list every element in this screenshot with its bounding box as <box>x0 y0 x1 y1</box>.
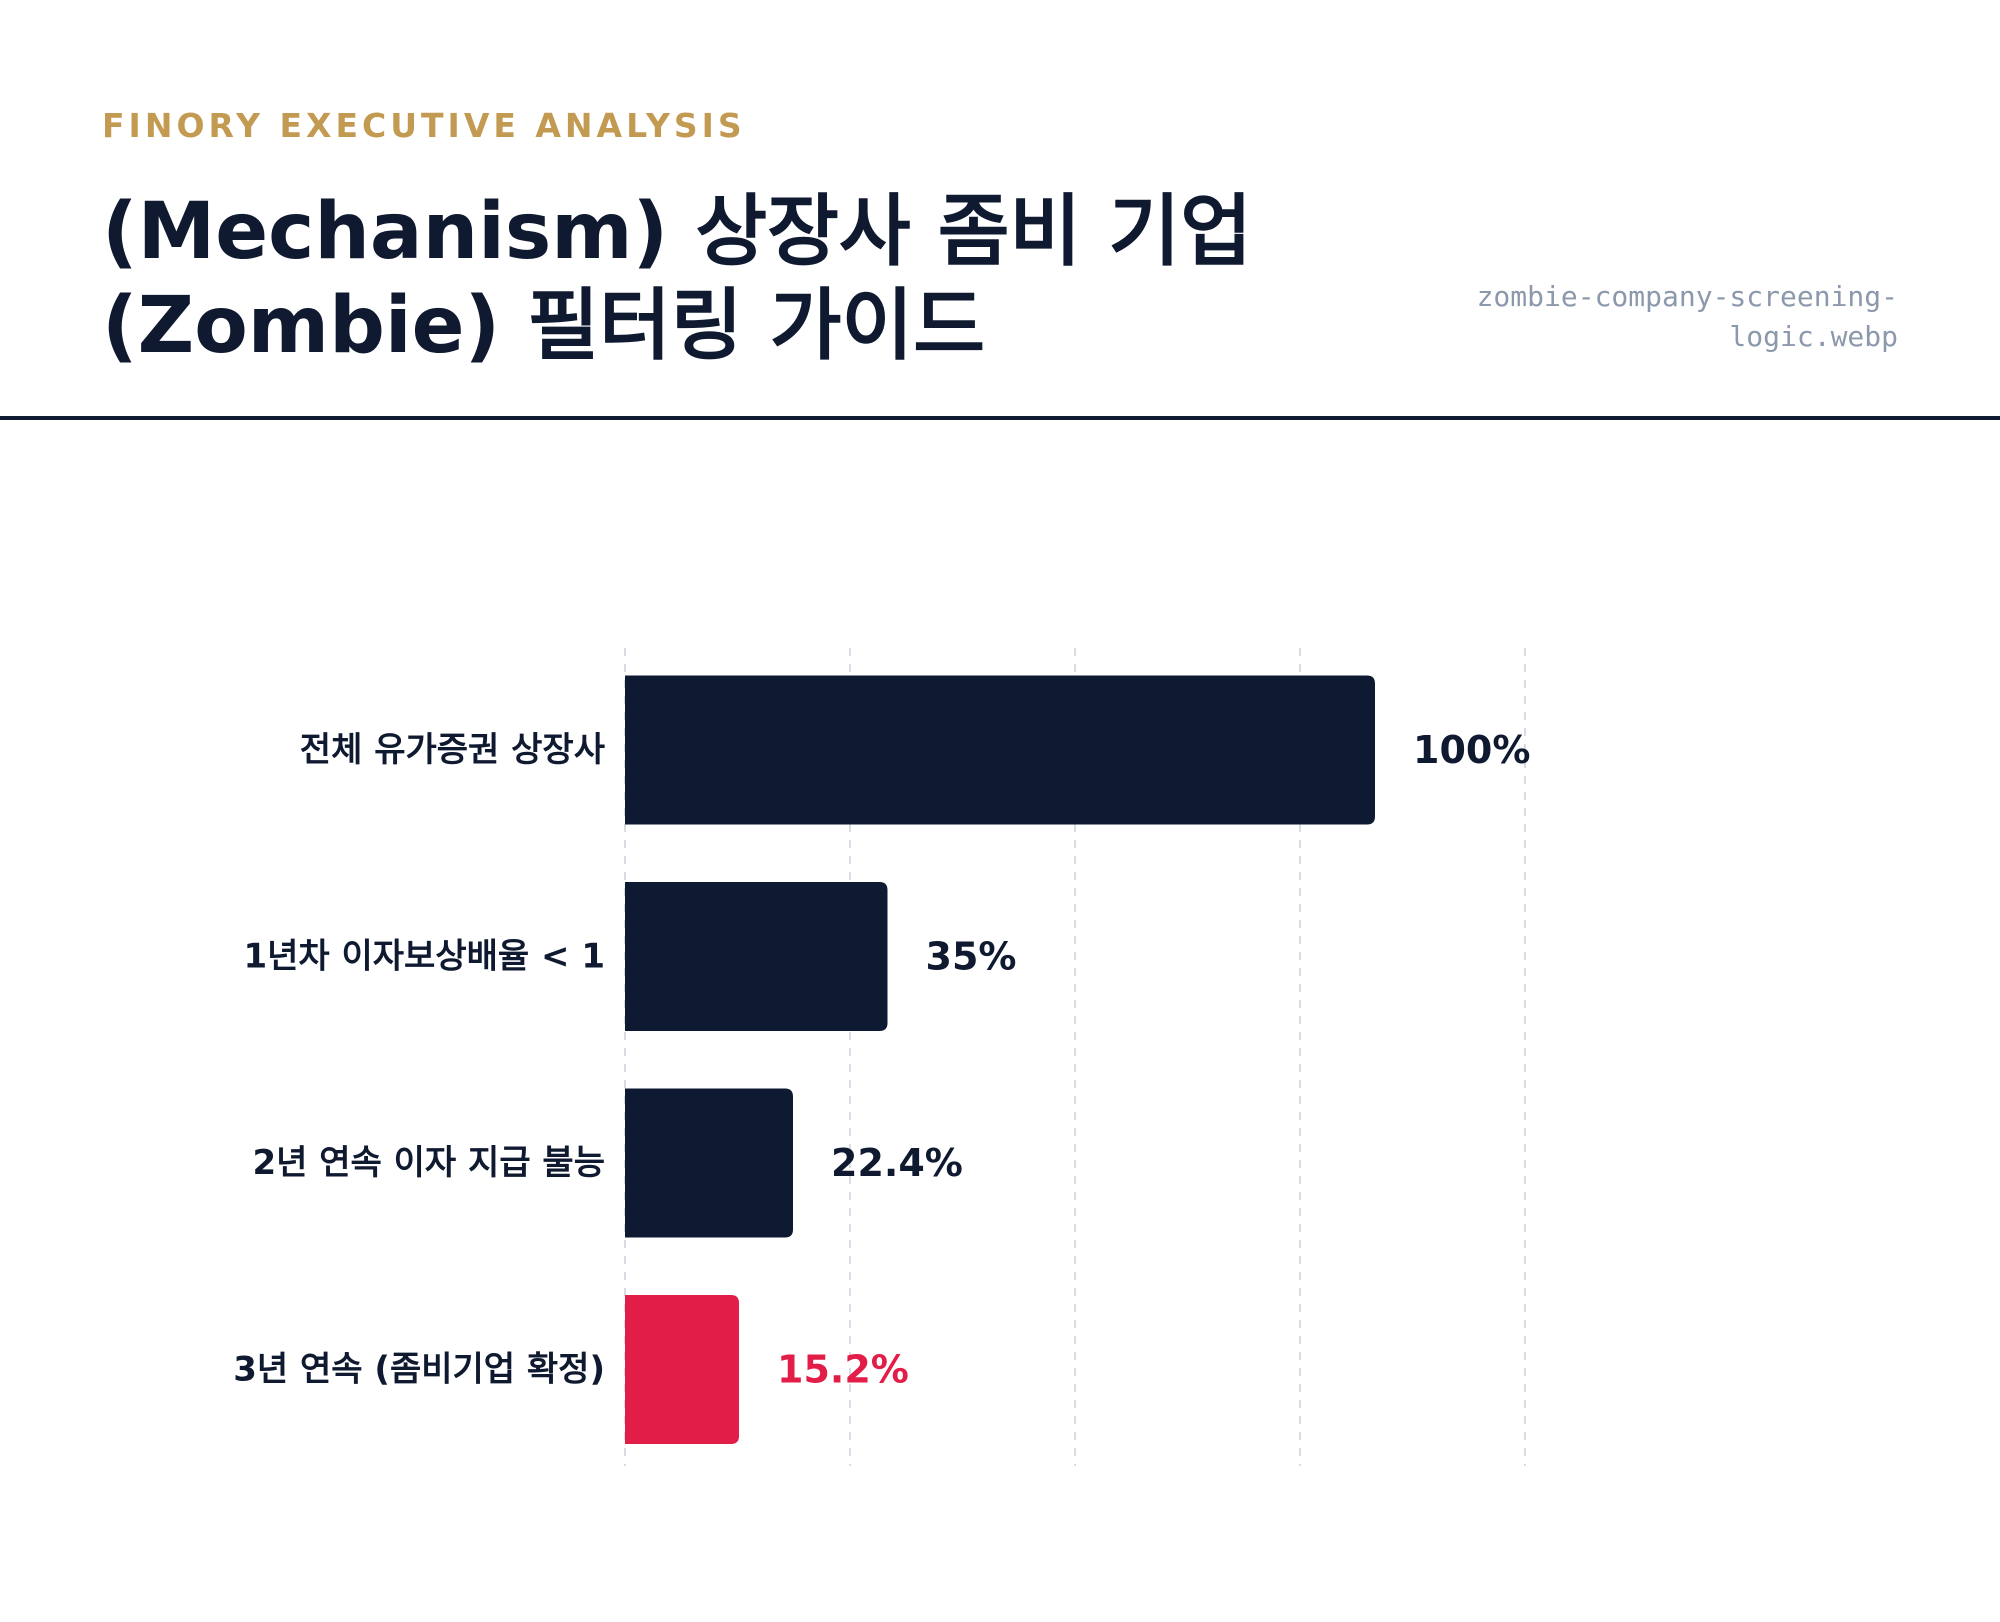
label-layer: 전체 유가증권 상장사 100% 1년차 이자보상배율 < 1 35% 2년 연속 이자… <box>233 728 1530 1392</box>
value-label-3: 15.2% <box>777 1348 909 1392</box>
value-label-2: 22.4% <box>831 1141 963 1185</box>
category-label-3: 3년 연속 (좀비기업 확정) <box>233 1350 605 1390</box>
category-label-2: 2년 연속 이자 지급 불능 <box>252 1143 605 1183</box>
bar-layer <box>625 675 1375 1444</box>
filename-caption: zombie-company-screening- logic.webp <box>1477 277 1898 357</box>
filename-line-1: zombie-company-screening- <box>1476 280 1898 313</box>
eyebrow-label: FINORY EXECUTIVE ANALYSIS <box>102 106 746 145</box>
page-title-line-1: (Mechanism) 상장사 좀비 기업 <box>102 187 1252 277</box>
value-label-1: 35% <box>926 935 1017 979</box>
bar-0 <box>625 675 1375 825</box>
value-label-0: 100% <box>1413 728 1530 772</box>
category-label-0: 전체 유가증권 상장사 <box>300 730 605 770</box>
page-title-line-2: (Zombie) 필터링 가이드 <box>102 281 986 371</box>
filename-line-2: logic.webp <box>1729 320 1898 353</box>
page-title: (Mechanism) 상장사 좀비 기업 (Zombie) 필터링 가이드 <box>102 185 1302 373</box>
category-label-1: 1년차 이자보상배율 < 1 <box>243 937 605 977</box>
bar-1 <box>625 882 888 1031</box>
bar-2 <box>625 1088 793 1238</box>
header-divider <box>0 416 2000 420</box>
bar-3 <box>625 1295 739 1444</box>
